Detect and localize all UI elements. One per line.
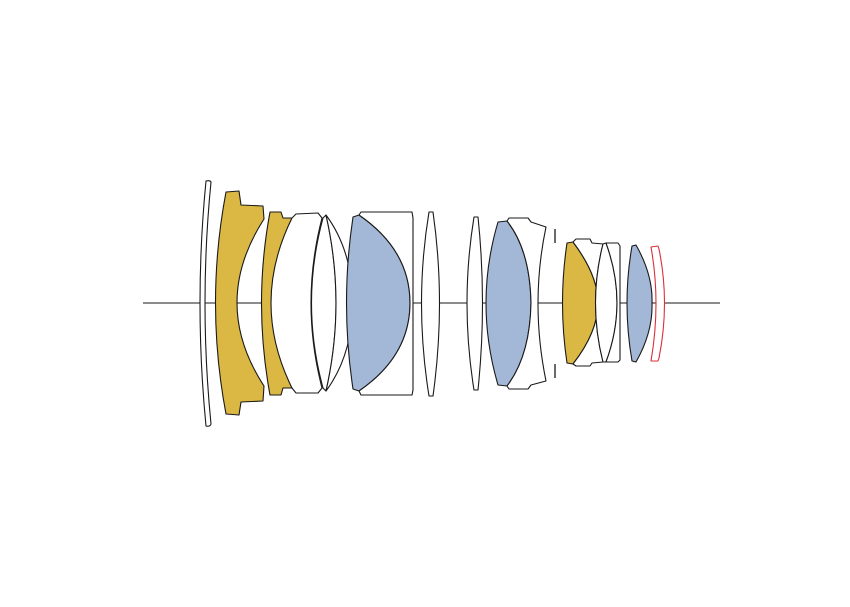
rear-filter-element [650, 245, 666, 362]
lens-element-7 [358, 211, 414, 396]
lens-element-2 [214, 190, 265, 416]
lens-element-4 [270, 212, 323, 394]
lens-element-15 [605, 242, 621, 363]
lens-element-1 [199, 180, 212, 427]
lens-element-5b [325, 214, 354, 392]
lens-element-16 [626, 244, 653, 363]
lens-element-8 [420, 211, 441, 397]
lens-element-11 [506, 217, 547, 390]
lens-element-9 [466, 216, 484, 391]
